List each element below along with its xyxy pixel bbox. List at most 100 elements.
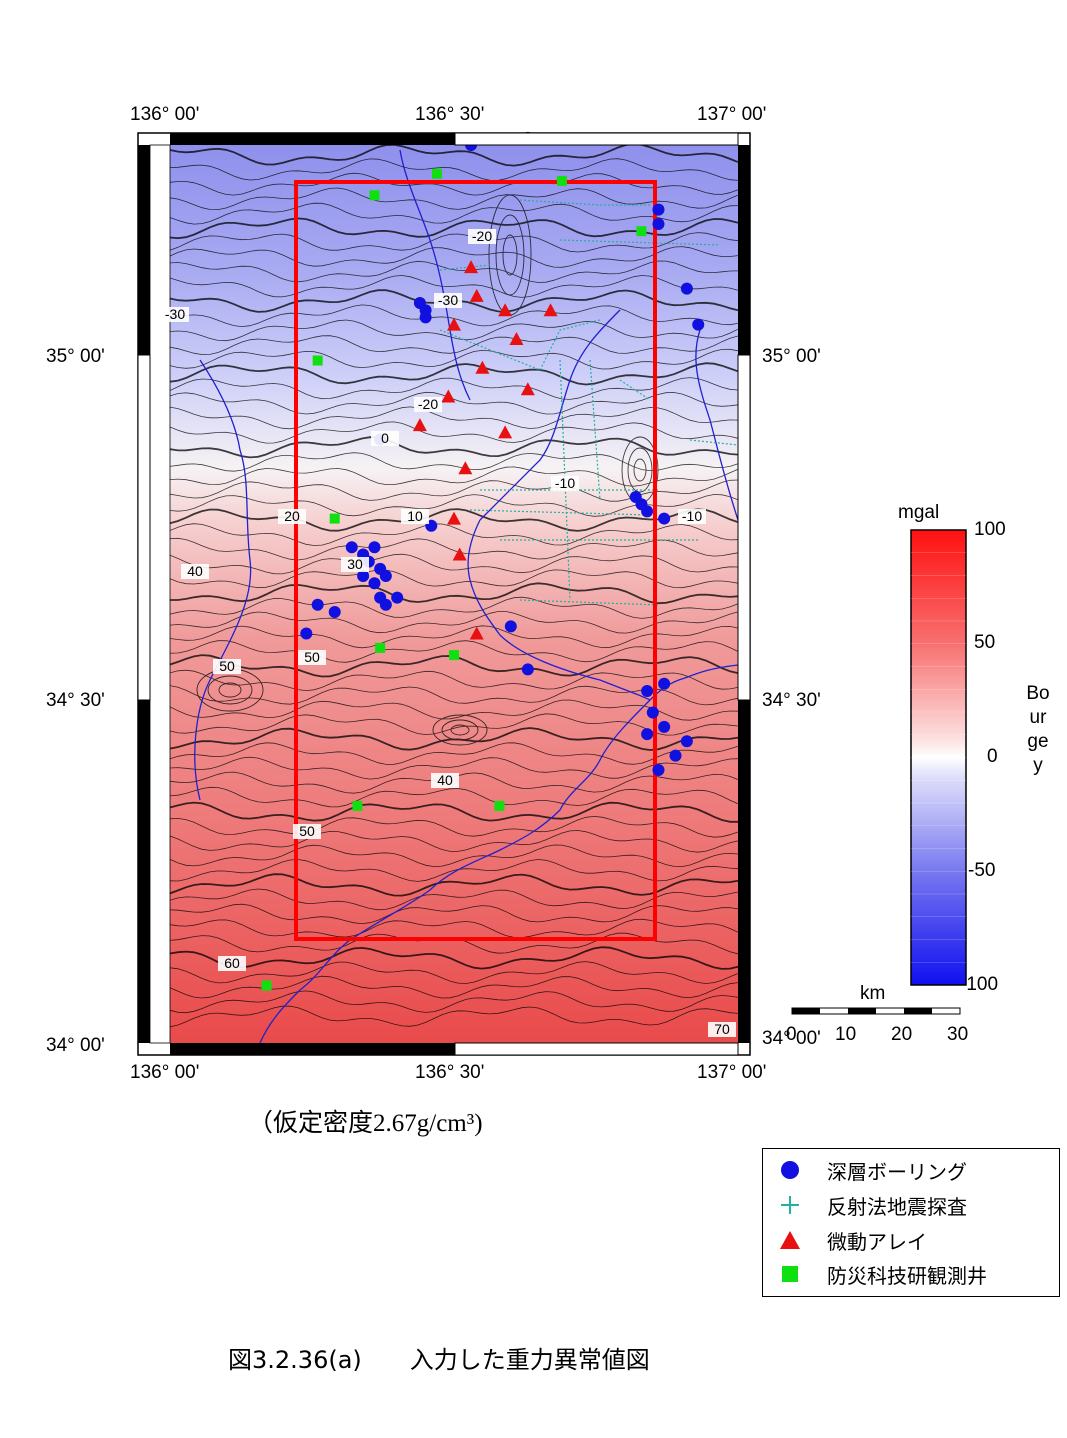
contour-label: -30	[438, 292, 458, 308]
scale-tick-20: 20	[891, 1024, 913, 1045]
well-site-marker	[494, 800, 505, 811]
boring-site-marker	[669, 749, 682, 762]
contour-label: 50	[219, 658, 235, 674]
contour-line	[169, 187, 739, 211]
contour-loop	[502, 234, 518, 276]
scale-bar	[791, 1007, 961, 1015]
boring-site-marker	[345, 541, 358, 554]
contour-line	[169, 888, 739, 911]
contour-label-bg	[161, 307, 189, 322]
contour-label: -20	[418, 396, 438, 412]
contour-line	[169, 611, 739, 634]
array-site-marker	[543, 303, 558, 317]
legend-item-array: 微動アレイ	[777, 1225, 927, 1255]
contour-line	[169, 202, 739, 225]
contour-line	[169, 946, 739, 970]
colorbar-tick-100: 100	[974, 519, 1006, 540]
contour-label: 20	[284, 508, 300, 524]
array-site-marker	[498, 303, 513, 317]
well-site-marker	[329, 513, 340, 524]
contour-label: -10	[682, 508, 702, 524]
array-site-marker	[441, 389, 456, 403]
contour-label: 0	[381, 430, 389, 446]
contour-line	[169, 537, 739, 561]
boring-site-marker	[379, 598, 392, 611]
array-site-marker	[452, 547, 467, 561]
boring-site-marker	[357, 570, 370, 583]
contour-line	[169, 275, 739, 298]
contour-label: -20	[472, 228, 492, 244]
array-site-marker	[447, 511, 461, 525]
contour-line	[169, 466, 739, 487]
contour-line	[169, 406, 739, 430]
contour-label-bg	[708, 1022, 736, 1037]
contour-loop	[633, 458, 647, 482]
lon-label-top-1: 136° 00'	[130, 104, 200, 125]
lon-label-bottom-2: 136° 30'	[415, 1062, 485, 1083]
colorbar	[910, 529, 967, 986]
contour-label-bg	[414, 397, 442, 412]
legend-item-seismic: 反射法地震探査	[777, 1190, 967, 1220]
lon-label-bottom-3: 137° 00'	[697, 1062, 767, 1083]
contour-labels: -30 -30 -20 -20 -10 -10 0 10 20 30 40 50 50 40 50 60 70	[161, 228, 736, 1037]
contour-line	[169, 377, 739, 400]
contour-label-bg	[468, 229, 496, 244]
legend-label-well: 防災科技研観測井	[827, 1263, 987, 1288]
contour-line	[169, 859, 739, 882]
contour-label-bg	[434, 293, 462, 308]
boring-site-marker	[641, 505, 654, 518]
boring-site-marker	[504, 620, 517, 633]
contour-line	[169, 815, 739, 838]
well-site-marker	[312, 355, 323, 366]
boring-site-marker	[652, 203, 665, 216]
boring-site-marker	[652, 764, 665, 777]
array-site-marker	[520, 382, 535, 396]
boring-site-marker	[328, 605, 341, 618]
red-triangle-icon	[777, 1227, 803, 1253]
contour-label: 70	[714, 1021, 730, 1037]
boring-site-marker	[368, 541, 381, 554]
well-site-marker	[636, 226, 647, 237]
contour-line	[169, 742, 739, 765]
contour-label-bg	[371, 431, 399, 446]
figure-title: 図3.2.36(a) 入力した重力異常値図	[228, 1346, 650, 1374]
array-site-marker	[469, 626, 484, 640]
contour-line	[169, 669, 739, 692]
boring-site-marker	[419, 311, 432, 324]
contour-line	[169, 232, 739, 253]
boring-site-marker	[680, 282, 693, 295]
contour-label-bg	[551, 476, 579, 491]
boring-site-marker	[368, 577, 381, 590]
lon-label-top-2: 136° 30'	[415, 104, 485, 125]
contour-label: -30	[165, 306, 185, 322]
well-site-marker	[375, 642, 386, 653]
blue-circle-icon	[777, 1157, 803, 1183]
boring-site-marker	[311, 598, 324, 611]
array-sites	[412, 260, 558, 640]
array-site-marker	[447, 317, 461, 331]
contour-loop	[450, 724, 470, 736]
contour-label: 60	[224, 955, 240, 971]
boring-site-marker	[680, 735, 693, 748]
contour-label-bg	[213, 659, 241, 674]
contour-line	[169, 596, 739, 619]
lat-label-left-3: 34° 00'	[46, 1035, 105, 1056]
contour-line	[169, 246, 739, 268]
lat-label-right-2: 34° 30'	[762, 690, 821, 711]
contour-label-bg	[298, 650, 326, 665]
boring-site-marker	[658, 720, 671, 733]
lat-label-left-1: 35° 00'	[46, 346, 105, 367]
contour-line	[169, 553, 739, 575]
scale-tick-30: 30	[947, 1024, 969, 1045]
array-site-marker	[469, 288, 484, 302]
well-site-marker	[556, 175, 567, 186]
well-site-marker	[261, 980, 272, 991]
contour-line	[169, 1005, 739, 1028]
boring-site-marker	[521, 663, 534, 676]
legend: 深層ボーリング 反射法地震探査 微動アレイ 防災科技研観測井	[762, 1148, 1060, 1297]
array-site-marker	[509, 331, 524, 345]
contour-label: 30	[347, 556, 363, 572]
contour-line	[169, 436, 739, 459]
contour-line	[169, 172, 739, 196]
legend-item-boring: 深層ボーリング	[777, 1155, 967, 1185]
